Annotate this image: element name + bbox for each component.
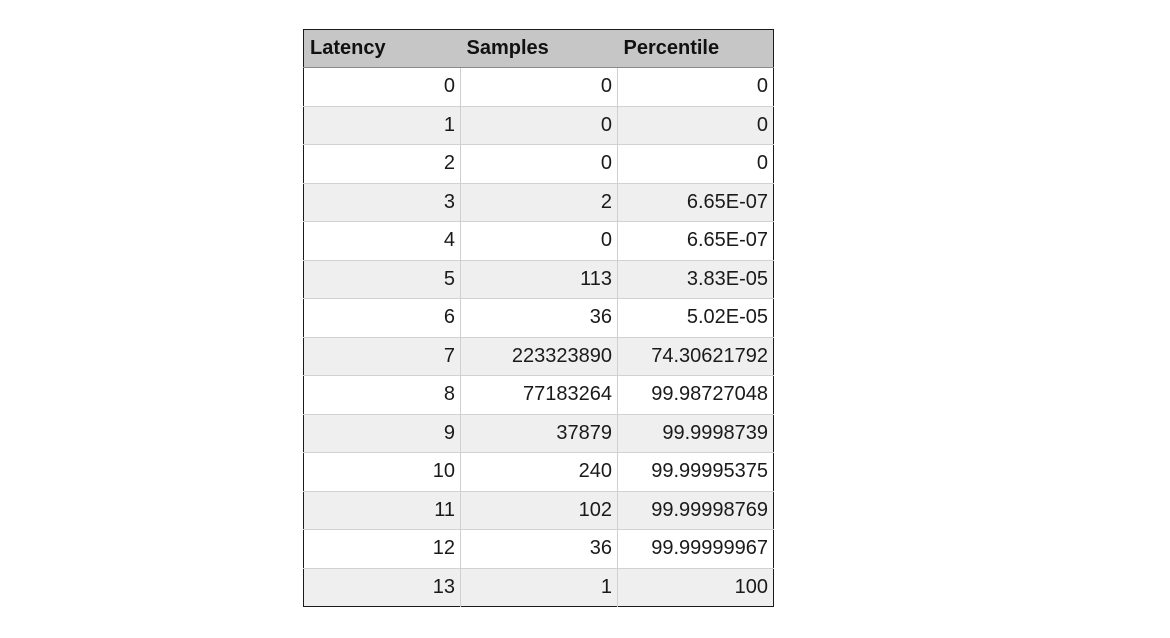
table-body: 0 0 0 1 0 0 2 0 0 3 2 6.65E-07 4 0 6.65E-07 5 113 3.83E-0…	[303, 67, 774, 607]
table-header: Latency Samples Percentile	[303, 29, 774, 68]
samples-cell: 2	[460, 182, 618, 222]
percentile-cell: 6.65E-07	[617, 182, 774, 222]
samples-cell: 102	[460, 490, 618, 530]
latency-cell: 13	[303, 567, 461, 607]
percentile-cell: 99.99999967	[617, 529, 774, 568]
percentile-cell: 3.83E-05	[617, 259, 774, 299]
percentile-cell: 0	[617, 105, 774, 145]
latency-cell: 6	[303, 298, 461, 337]
percentile-cell: 99.99995375	[617, 452, 774, 491]
latency-cell: 3	[303, 182, 461, 222]
percentile-cell: 99.99998769	[617, 490, 774, 530]
samples-cell: 1	[460, 567, 618, 607]
percentile-cell: 0	[617, 67, 774, 106]
samples-cell: 77183264	[460, 375, 618, 414]
table-row: 7 223323890 74.30621792	[303, 336, 774, 376]
samples-cell: 0	[460, 105, 618, 145]
samples-cell: 0	[460, 144, 618, 183]
latency-table-container: Latency Samples Percentile 0 0 0 1 0 0 2 0 0 3 2 6.…	[303, 29, 774, 607]
table-row: 8 77183264 99.98727048	[303, 375, 774, 414]
latency-cell: 11	[303, 490, 461, 530]
samples-cell: 240	[460, 452, 618, 491]
latency-cell: 4	[303, 221, 461, 260]
table-row: 3 2 6.65E-07	[303, 182, 774, 222]
latency-cell: 0	[303, 67, 461, 106]
latency-cell: 7	[303, 336, 461, 376]
percentile-cell: 0	[617, 144, 774, 183]
samples-cell: 0	[460, 67, 618, 106]
percentile-cell: 6.65E-07	[617, 221, 774, 260]
samples-cell: 223323890	[460, 336, 618, 376]
samples-cell: 36	[460, 298, 618, 337]
samples-cell: 37879	[460, 413, 618, 453]
latency-cell: 8	[303, 375, 461, 414]
samples-cell: 113	[460, 259, 618, 299]
latency-cell: 9	[303, 413, 461, 453]
table-row: 6 36 5.02E-05	[303, 298, 774, 337]
table-row: 12 36 99.99999967	[303, 529, 774, 568]
header-row: Latency Samples Percentile	[303, 29, 774, 68]
table-row: 13 1 100	[303, 567, 774, 607]
header-samples: Samples	[460, 29, 618, 68]
latency-cell: 1	[303, 105, 461, 145]
latency-cell: 10	[303, 452, 461, 491]
table-row: 10 240 99.99995375	[303, 452, 774, 491]
percentile-cell: 100	[617, 567, 774, 607]
latency-table: Latency Samples Percentile 0 0 0 1 0 0 2 0 0 3 2 6.…	[303, 29, 774, 607]
percentile-cell: 74.30621792	[617, 336, 774, 376]
percentile-cell: 5.02E-05	[617, 298, 774, 337]
table-row: 4 0 6.65E-07	[303, 221, 774, 260]
percentile-cell: 99.98727048	[617, 375, 774, 414]
header-percentile: Percentile	[617, 29, 774, 68]
header-latency: Latency	[303, 29, 461, 68]
percentile-cell: 99.9998739	[617, 413, 774, 453]
latency-cell: 12	[303, 529, 461, 568]
samples-cell: 36	[460, 529, 618, 568]
latency-cell: 2	[303, 144, 461, 183]
table-row: 5 113 3.83E-05	[303, 259, 774, 299]
table-row: 9 37879 99.9998739	[303, 413, 774, 453]
samples-cell: 0	[460, 221, 618, 260]
table-row: 11 102 99.99998769	[303, 490, 774, 530]
latency-cell: 5	[303, 259, 461, 299]
